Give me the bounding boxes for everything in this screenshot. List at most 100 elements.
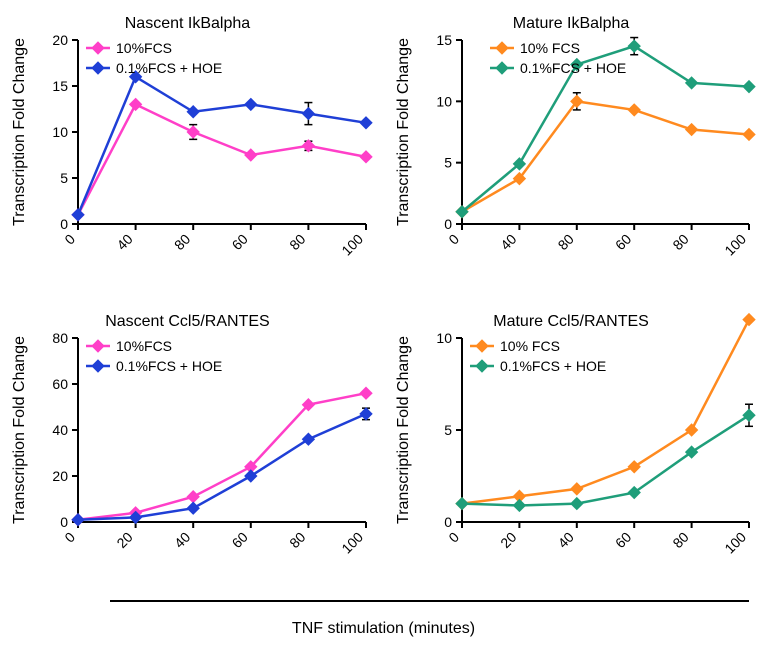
- chart-mature-ccl5: 0510020406080100Transcription Fold Chang…: [384, 308, 767, 578]
- y-tick-label: 0: [444, 514, 452, 530]
- y-axis-label: Transcription Fold Change: [11, 336, 28, 524]
- y-axis-label: Transcription Fold Change: [395, 336, 412, 524]
- y-tick-label: 15: [436, 32, 452, 48]
- series-marker: [628, 40, 640, 52]
- y-tick-label: 10: [436, 93, 452, 109]
- x-tick-label: 0: [61, 529, 78, 546]
- series-marker: [628, 104, 640, 116]
- legend-marker: [496, 62, 508, 74]
- x-tick-label: 100: [721, 529, 749, 557]
- legend-marker: [92, 360, 104, 372]
- legend-marker: [476, 340, 488, 352]
- series-marker: [245, 98, 257, 110]
- panel-mature-ikb: 051015040806080100Transcription Fold Cha…: [384, 10, 767, 280]
- series-marker: [245, 149, 257, 161]
- series-line: [78, 104, 366, 214]
- series-marker: [302, 140, 314, 152]
- chart-nascent-ccl5: 020406080020406080100Transcription Fold …: [0, 308, 384, 578]
- series-marker: [513, 499, 525, 511]
- panel-nascent-ccl5: 020406080020406080100Transcription Fold …: [0, 308, 384, 578]
- panel-title: Nascent Ccl5/RANTES: [105, 313, 270, 330]
- x-tick-label: 100: [338, 231, 366, 259]
- chart-mature-ikb: 051015040806080100Transcription Fold Cha…: [384, 10, 767, 280]
- legend-marker: [92, 62, 104, 74]
- y-tick-label: 10: [436, 330, 452, 346]
- legend-marker: [92, 42, 104, 54]
- figure-page: 05101520040806080100Transcription Fold C…: [0, 0, 767, 646]
- series-marker: [360, 408, 372, 420]
- x-tick-label: 0: [61, 231, 78, 248]
- x-tick-label: 60: [612, 529, 634, 551]
- series-marker: [130, 98, 142, 110]
- series-marker: [743, 409, 755, 421]
- series-line: [78, 77, 366, 215]
- series-marker: [743, 314, 755, 326]
- series-marker: [187, 106, 199, 118]
- x-tick-label: 40: [171, 529, 193, 551]
- x-tick-label: 80: [286, 529, 308, 551]
- y-tick-label: 15: [52, 78, 68, 94]
- series-marker: [72, 209, 84, 221]
- series-line: [78, 414, 366, 520]
- panel-grid: 05101520040806080100Transcription Fold C…: [0, 10, 767, 578]
- y-tick-label: 80: [52, 330, 68, 346]
- series-marker: [686, 77, 698, 89]
- series-line: [462, 415, 749, 505]
- panel-title: Nascent IkBalpha: [125, 15, 251, 32]
- x-tick-label: 80: [286, 231, 308, 253]
- x-tick-label: 80: [669, 231, 691, 253]
- series-marker: [187, 126, 199, 138]
- y-tick-label: 40: [52, 422, 68, 438]
- series-marker: [72, 514, 84, 526]
- shared-xaxis-label: TNF stimulation (minutes): [0, 620, 767, 638]
- series-marker: [628, 461, 640, 473]
- panel-nascent-ikb: 05101520040806080100Transcription Fold C…: [0, 10, 384, 280]
- y-tick-label: 20: [52, 468, 68, 484]
- x-tick-label: 60: [229, 231, 251, 253]
- series-marker: [686, 424, 698, 436]
- y-tick-label: 20: [52, 32, 68, 48]
- legend-marker: [476, 360, 488, 372]
- legend-label: 0.1%FCS + HOE: [116, 358, 222, 374]
- series-marker: [187, 491, 199, 503]
- series-marker: [302, 433, 314, 445]
- series-marker: [686, 124, 698, 136]
- shared-xaxis-line: [110, 600, 749, 602]
- legend-label: 0.1%FCS + HOE: [500, 358, 606, 374]
- x-tick-label: 80: [555, 231, 577, 253]
- legend-label: 10% FCS: [500, 338, 560, 354]
- y-tick-label: 5: [444, 422, 452, 438]
- chart-nascent-ikb: 05101520040806080100Transcription Fold C…: [0, 10, 384, 280]
- series-line: [462, 101, 749, 211]
- x-tick-label: 100: [721, 231, 749, 259]
- x-tick-label: 20: [113, 529, 135, 551]
- legend-marker: [496, 42, 508, 54]
- x-tick-label: 0: [445, 231, 462, 248]
- y-tick-label: 5: [444, 155, 452, 171]
- panel-title: Mature IkBalpha: [513, 15, 630, 32]
- x-tick-label: 60: [612, 231, 634, 253]
- x-tick-label: 40: [555, 529, 577, 551]
- x-tick-label: 40: [113, 231, 135, 253]
- y-tick-label: 0: [60, 514, 68, 530]
- series-marker: [743, 81, 755, 93]
- series-marker: [571, 498, 583, 510]
- series-marker: [743, 128, 755, 140]
- x-tick-label: 0: [445, 529, 462, 546]
- x-tick-label: 60: [229, 529, 251, 551]
- series-marker: [187, 502, 199, 514]
- x-tick-label: 40: [497, 231, 519, 253]
- series-marker: [245, 470, 257, 482]
- x-tick-label: 100: [338, 529, 366, 557]
- series-marker: [302, 108, 314, 120]
- y-tick-label: 0: [444, 216, 452, 232]
- x-tick-label: 80: [669, 529, 691, 551]
- x-tick-label: 20: [497, 529, 519, 551]
- legend-label: 10%FCS: [116, 40, 172, 56]
- y-tick-label: 10: [52, 124, 68, 140]
- x-tick-label: 80: [171, 231, 193, 253]
- series-marker: [571, 483, 583, 495]
- series-line: [78, 393, 366, 520]
- legend-label: 10% FCS: [520, 40, 580, 56]
- y-axis-label: Transcription Fold Change: [11, 38, 28, 226]
